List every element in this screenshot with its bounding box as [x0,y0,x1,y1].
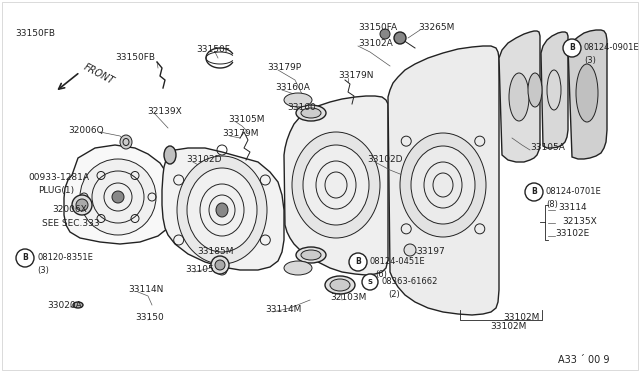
Ellipse shape [296,247,326,263]
Text: 32103M: 32103M [330,294,366,302]
Circle shape [394,32,406,44]
Ellipse shape [187,168,257,252]
Text: 33102E: 33102E [555,230,589,238]
Text: 33179N: 33179N [338,71,374,80]
Text: 33102D: 33102D [367,155,403,164]
Circle shape [80,159,156,235]
Text: 33150FB: 33150FB [15,29,55,38]
Text: 08363-61662: 08363-61662 [382,278,438,286]
Circle shape [525,183,543,201]
Text: 33114N: 33114N [128,285,163,295]
Ellipse shape [73,302,83,308]
Text: 33150FA: 33150FA [358,23,397,32]
Text: (3): (3) [584,55,596,64]
Circle shape [211,256,229,274]
Text: (2): (2) [388,289,400,298]
Text: 33150FB: 33150FB [115,54,155,62]
Text: B: B [531,187,537,196]
Text: 33114: 33114 [558,203,587,212]
Text: 32135X: 32135X [562,217,596,225]
Ellipse shape [284,261,312,275]
Circle shape [76,199,88,211]
Text: 33265M: 33265M [418,23,454,32]
Text: FRONT: FRONT [82,62,116,86]
Ellipse shape [528,73,542,107]
Text: 32006Q: 32006Q [68,125,104,135]
Ellipse shape [301,250,321,260]
Circle shape [404,244,416,256]
Text: 33160A: 33160A [275,83,310,93]
Text: 08120-8351E: 08120-8351E [37,253,93,263]
Ellipse shape [303,145,369,225]
Text: 33114M: 33114M [265,305,301,314]
Polygon shape [541,32,568,148]
Text: B: B [22,253,28,263]
Text: 33150F: 33150F [196,45,230,55]
Ellipse shape [292,132,380,238]
Text: B: B [569,44,575,52]
Text: 33179M: 33179M [222,129,259,138]
Ellipse shape [325,276,355,294]
Ellipse shape [177,156,267,264]
Text: 33179P: 33179P [267,64,301,73]
Ellipse shape [509,73,529,121]
Text: 33102M: 33102M [490,322,526,331]
Text: S: S [367,279,372,285]
Polygon shape [388,46,499,315]
Ellipse shape [411,146,475,224]
Polygon shape [162,148,284,270]
Text: 33105A: 33105A [530,144,565,153]
Text: 33105: 33105 [185,266,214,275]
Ellipse shape [284,93,312,107]
Text: A33 ´ 00 9: A33 ´ 00 9 [559,355,610,365]
Text: 33150: 33150 [135,314,164,323]
Text: SEE SEC.333: SEE SEC.333 [42,218,100,228]
Ellipse shape [120,135,132,149]
Text: 08124-0901E: 08124-0901E [584,44,639,52]
Circle shape [112,191,124,203]
Text: 32139X: 32139X [147,108,182,116]
Text: 33102D: 33102D [186,155,221,164]
Text: 33185M: 33185M [197,247,234,256]
Text: 33105M: 33105M [228,115,264,125]
Ellipse shape [400,133,486,237]
Circle shape [349,253,367,271]
Ellipse shape [301,108,321,118]
Circle shape [215,260,225,270]
Text: (3): (3) [37,266,49,275]
Polygon shape [64,145,173,244]
Text: (6): (6) [375,269,387,279]
Text: 33197: 33197 [416,247,445,257]
Circle shape [362,274,378,290]
Polygon shape [284,96,388,275]
Text: 00933-1281A: 00933-1281A [28,173,89,183]
Text: 32006X: 32006X [52,205,87,215]
Text: 33020A: 33020A [47,301,82,310]
Ellipse shape [330,279,350,291]
Text: 08124-0451E: 08124-0451E [370,257,426,266]
Text: 33102A: 33102A [358,39,393,48]
Polygon shape [499,31,540,162]
Text: (8): (8) [546,199,558,208]
Text: 33160: 33160 [287,103,316,112]
Text: 08124-0701E: 08124-0701E [546,187,602,196]
Circle shape [16,249,34,267]
Ellipse shape [296,105,326,121]
Circle shape [563,39,581,57]
Text: B: B [355,257,361,266]
Ellipse shape [216,203,228,217]
Ellipse shape [576,64,598,122]
Ellipse shape [164,146,176,164]
Circle shape [380,29,390,39]
Polygon shape [568,30,607,159]
Text: 33102M: 33102M [503,314,540,323]
Text: PLUG(1): PLUG(1) [38,186,74,196]
Circle shape [72,195,92,215]
